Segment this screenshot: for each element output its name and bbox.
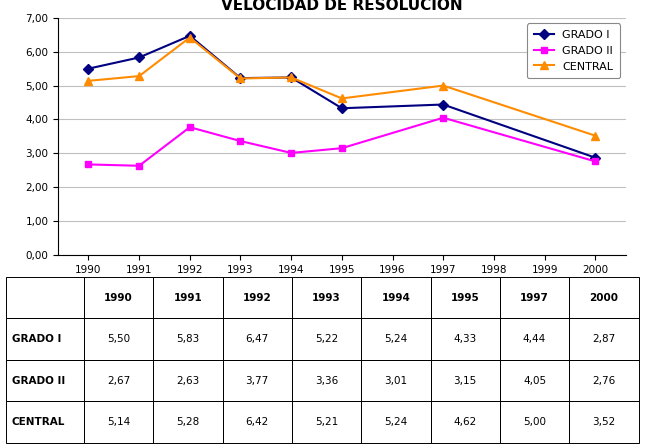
CENTRAL	[287, 75, 295, 80]
GRADO I	[237, 76, 244, 81]
GRADO I	[84, 66, 92, 72]
Title: VELOCIDAD DE RESOLUCIÓN: VELOCIDAD DE RESOLUCIÓN	[221, 0, 462, 13]
Text: 4,44: 4,44	[523, 334, 546, 344]
Text: 2,76: 2,76	[592, 375, 615, 385]
GRADO I	[287, 75, 295, 80]
Text: 5,83: 5,83	[176, 334, 199, 344]
Text: 1995: 1995	[451, 293, 480, 303]
Text: 6,42: 6,42	[246, 417, 269, 427]
Text: 5,22: 5,22	[315, 334, 338, 344]
CENTRAL	[338, 96, 346, 101]
CENTRAL	[84, 78, 92, 84]
Text: 5,14: 5,14	[107, 417, 130, 427]
CENTRAL	[237, 76, 244, 81]
Text: 5,24: 5,24	[384, 334, 408, 344]
Text: 1994: 1994	[381, 293, 410, 303]
Text: 3,36: 3,36	[315, 375, 338, 385]
CENTRAL	[439, 83, 447, 88]
GRADO II	[186, 125, 194, 130]
GRADO II	[338, 146, 346, 151]
Text: 1990: 1990	[104, 293, 133, 303]
Text: 5,00: 5,00	[523, 417, 546, 427]
Text: 3,77: 3,77	[246, 375, 269, 385]
Line: CENTRAL: CENTRAL	[84, 34, 599, 140]
Line: GRADO I: GRADO I	[85, 32, 599, 161]
CENTRAL	[591, 133, 599, 138]
CENTRAL	[186, 35, 194, 40]
GRADO I	[338, 105, 346, 111]
Line: GRADO II: GRADO II	[85, 114, 599, 169]
GRADO I	[186, 33, 194, 38]
Text: 2,87: 2,87	[592, 334, 615, 344]
Text: 1992: 1992	[243, 293, 272, 303]
GRADO I	[591, 155, 599, 160]
GRADO II	[287, 150, 295, 156]
Text: 2,67: 2,67	[107, 375, 130, 385]
Text: 3,52: 3,52	[592, 417, 615, 427]
Text: GRADO I: GRADO I	[12, 334, 61, 344]
Text: 5,21: 5,21	[315, 417, 338, 427]
Text: 6,47: 6,47	[246, 334, 269, 344]
GRADO II	[84, 162, 92, 167]
GRADO II	[237, 139, 244, 144]
GRADO II	[439, 115, 447, 120]
Text: GRADO II: GRADO II	[12, 375, 65, 385]
Text: 5,50: 5,50	[107, 334, 130, 344]
Text: 4,33: 4,33	[453, 334, 477, 344]
Text: 3,15: 3,15	[453, 375, 477, 385]
Text: 5,28: 5,28	[176, 417, 199, 427]
Text: 1997: 1997	[520, 293, 549, 303]
Text: 1991: 1991	[174, 293, 203, 303]
GRADO II	[591, 159, 599, 164]
GRADO I	[439, 102, 447, 107]
Legend: GRADO I, GRADO II, CENTRAL: GRADO I, GRADO II, CENTRAL	[527, 23, 620, 78]
Text: 4,05: 4,05	[523, 375, 546, 385]
GRADO I	[135, 55, 143, 60]
Text: 1993: 1993	[312, 293, 341, 303]
Text: 2,63: 2,63	[176, 375, 199, 385]
Text: 5,24: 5,24	[384, 417, 408, 427]
GRADO II	[135, 163, 143, 169]
CENTRAL	[135, 73, 143, 79]
Text: 3,01: 3,01	[384, 375, 408, 385]
Text: 4,62: 4,62	[453, 417, 477, 427]
Text: 2000: 2000	[590, 293, 619, 303]
Text: CENTRAL: CENTRAL	[12, 417, 65, 427]
